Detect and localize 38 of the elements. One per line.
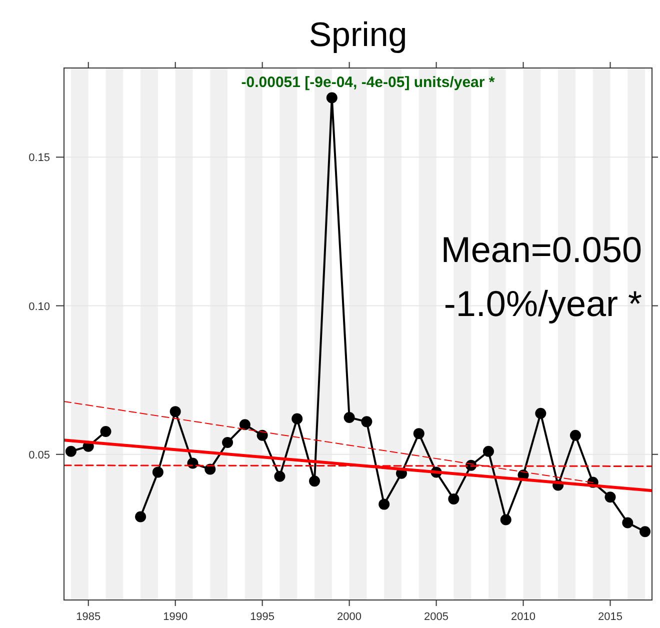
point [344, 412, 355, 424]
point [292, 413, 303, 424]
point [256, 430, 268, 441]
point [570, 430, 581, 441]
annotation: -1.0%/year * [444, 283, 642, 324]
point [535, 408, 546, 419]
point [100, 426, 112, 437]
point [274, 470, 286, 482]
point [326, 92, 338, 104]
y-tick-label: 0.05 [28, 449, 50, 462]
x-tick-label: 2015 [598, 611, 622, 623]
point [448, 493, 460, 504]
point [361, 416, 372, 428]
point [604, 492, 616, 503]
point [413, 428, 424, 440]
point [378, 498, 390, 510]
point [170, 406, 181, 418]
y-tick-label: 0.15 [28, 152, 50, 164]
chart-title: Spring [308, 16, 408, 54]
x-tick-label: 1995 [250, 611, 275, 623]
x-tick-label: 1985 [76, 611, 101, 623]
point [135, 511, 146, 522]
point [640, 526, 651, 538]
point [500, 514, 512, 526]
annotation: -0.00051 [-9e-04, -4e-05] units/year * [241, 74, 495, 91]
x-tick-label: 1990 [163, 611, 188, 623]
point [239, 419, 250, 430]
x-tick-label: 2005 [424, 611, 449, 623]
point [222, 436, 234, 448]
point [65, 446, 76, 457]
x-tick-label: 2000 [337, 611, 362, 623]
y-tick-label: 0.10 [28, 300, 50, 313]
point [482, 446, 494, 457]
point [152, 466, 164, 478]
point [309, 476, 320, 487]
x-tick-label: 2010 [511, 611, 536, 623]
point [622, 517, 634, 528]
annotation: Mean=0.050 [440, 229, 642, 270]
